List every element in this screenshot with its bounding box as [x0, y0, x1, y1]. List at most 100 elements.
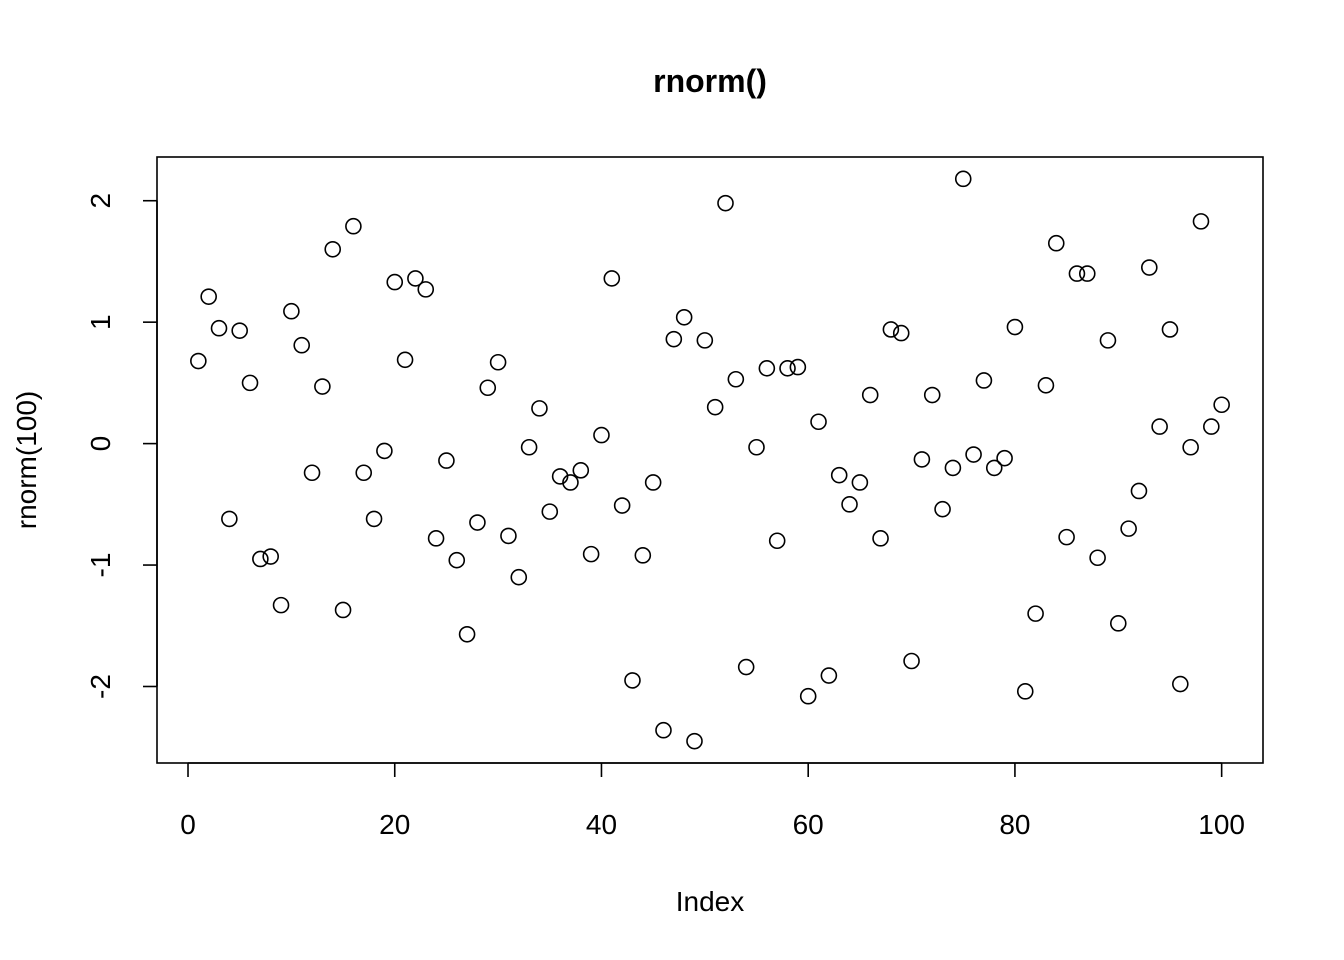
data-point	[303, 464, 321, 482]
data-point	[1037, 377, 1055, 394]
data-point	[758, 360, 776, 377]
data-point	[293, 336, 311, 354]
data-point	[706, 398, 724, 416]
data-point	[520, 438, 538, 456]
data-point	[531, 400, 548, 417]
data-point	[1182, 438, 1199, 456]
data-point	[820, 667, 838, 684]
data-point	[954, 170, 972, 188]
data-point	[1172, 675, 1189, 693]
data-point	[851, 474, 869, 491]
data-point	[1058, 528, 1075, 546]
data-point	[892, 324, 910, 342]
data-point	[1089, 549, 1106, 567]
y-tick-label: -2	[85, 674, 116, 699]
data-point	[1151, 418, 1168, 435]
data-point	[448, 551, 466, 569]
data-point	[779, 360, 796, 377]
data-point	[634, 547, 652, 564]
data-point	[1203, 418, 1220, 435]
data-point	[417, 281, 435, 298]
data-point	[365, 510, 383, 528]
data-point	[789, 358, 807, 376]
data-point	[675, 309, 693, 326]
x-tick-label: 20	[379, 809, 410, 840]
data-point	[1161, 321, 1179, 338]
data-point	[1047, 234, 1065, 252]
data-point	[841, 496, 858, 513]
data-point	[500, 527, 517, 545]
data-point	[386, 273, 404, 291]
data-point	[593, 426, 610, 444]
data-point	[272, 596, 290, 614]
x-axis-title: Index	[676, 886, 745, 917]
data-point	[975, 372, 993, 389]
data-point	[965, 446, 982, 463]
data-point	[923, 386, 941, 404]
data-point	[996, 449, 1013, 467]
x-tick-label: 60	[793, 809, 824, 840]
data-point	[479, 379, 497, 397]
x-axis: 0 20 40 60 80 100	[180, 762, 1245, 840]
data-point	[262, 548, 280, 565]
data-point	[345, 217, 362, 235]
x-tick-label: 40	[586, 809, 617, 840]
data-point	[872, 530, 889, 547]
data-point	[469, 514, 486, 531]
data-point	[1068, 265, 1086, 282]
data-point	[427, 530, 445, 547]
data-point	[355, 464, 373, 482]
y-tick-label: -1	[85, 553, 116, 578]
y-tick-label: 1	[85, 314, 116, 330]
data-point	[241, 374, 259, 392]
data-point	[903, 652, 920, 670]
data-point	[644, 474, 662, 491]
data-point	[1078, 265, 1096, 282]
data-point	[861, 386, 879, 404]
data-point	[1099, 332, 1117, 349]
data-point	[1120, 520, 1137, 537]
y-tick-label: 2	[85, 193, 116, 209]
chart-title: rnorm()	[653, 63, 767, 99]
data-point	[717, 194, 734, 212]
data-point	[562, 474, 579, 491]
data-point	[613, 497, 631, 514]
data-point	[510, 568, 528, 586]
data-point	[665, 330, 683, 348]
data-point	[221, 510, 238, 528]
y-axis: -2 -1 0 1 2	[85, 193, 158, 699]
data-point	[799, 687, 817, 705]
data-point	[810, 413, 827, 431]
plot-frame	[156, 156, 1264, 764]
data-point	[572, 462, 590, 479]
data-point	[727, 370, 745, 388]
data-point	[1027, 605, 1044, 622]
data-point	[210, 319, 228, 337]
y-axis-title: rnorm(100)	[11, 391, 42, 529]
data-point	[541, 503, 559, 520]
x-tick-label: 0	[180, 809, 196, 840]
data-point	[934, 500, 951, 518]
data-point	[1109, 615, 1127, 632]
data-point	[376, 442, 393, 460]
data-point	[748, 438, 765, 456]
data-point	[396, 351, 414, 369]
data-point	[1006, 318, 1024, 336]
data-point	[407, 270, 424, 287]
y-tick-label: 0	[85, 436, 116, 452]
data-point	[314, 378, 331, 395]
data-point	[1213, 396, 1230, 414]
data-point	[190, 352, 207, 370]
data-point	[696, 332, 714, 349]
data-point	[768, 532, 786, 550]
data-point	[334, 601, 352, 619]
data-point	[1140, 259, 1158, 276]
data-point	[913, 451, 931, 468]
data-point	[324, 240, 342, 258]
data-point	[624, 672, 641, 689]
data-point	[458, 625, 476, 643]
data-points	[190, 170, 1230, 750]
data-point	[252, 550, 269, 568]
data-point	[686, 732, 703, 750]
